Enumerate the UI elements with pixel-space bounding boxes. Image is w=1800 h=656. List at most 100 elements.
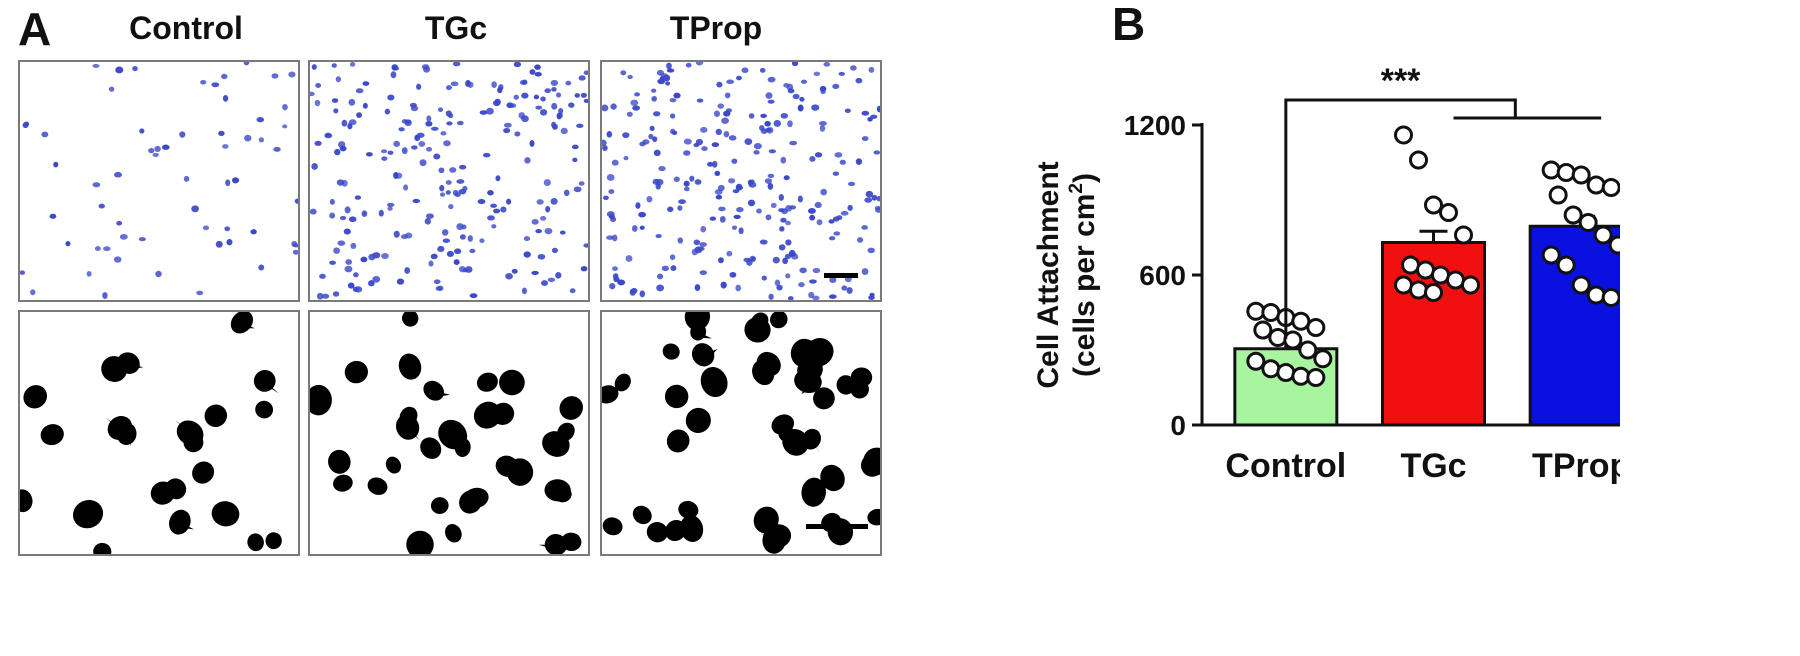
stained-cell: [256, 117, 265, 123]
stained-cell: [768, 293, 774, 300]
binary-cell: [430, 497, 449, 515]
stained-cell: [766, 126, 774, 134]
stained-cell: [514, 131, 521, 137]
stained-cell: [393, 230, 400, 238]
stained-cell: [487, 215, 495, 221]
binary-cell: [803, 338, 834, 367]
cell-process: [557, 431, 570, 439]
stained-cell: [321, 293, 330, 299]
stained-cell: [271, 73, 279, 79]
micrograph-texture: [310, 62, 588, 300]
stained-cell: [435, 286, 442, 291]
stained-cell: [721, 117, 729, 124]
stained-cell: [683, 186, 690, 192]
micrograph-tprop-stained: [600, 60, 882, 302]
stained-cell: [456, 179, 465, 184]
micrograph-texture: [20, 62, 298, 299]
stained-cell: [341, 179, 348, 187]
stained-cell: [867, 247, 875, 254]
scale-bar: [824, 273, 858, 278]
stained-cell: [720, 281, 727, 289]
stained-cell: [694, 179, 702, 185]
stained-cell: [445, 85, 452, 91]
stained-cell: [627, 74, 633, 80]
y-tick-label: 1200: [1124, 110, 1186, 141]
stained-cell: [102, 292, 108, 299]
stained-cell: [425, 213, 434, 219]
data-point: [1541, 245, 1561, 265]
stained-cell: [818, 121, 827, 126]
stained-cell: [571, 144, 579, 150]
cell-process: [433, 390, 451, 397]
stained-cell: [780, 112, 789, 119]
y-tick-label: 0: [1170, 410, 1186, 441]
stained-cell: [329, 260, 336, 265]
stained-cell: [356, 112, 362, 118]
stained-cell: [622, 132, 630, 139]
stained-cell: [774, 279, 781, 287]
binary-cell: [665, 519, 687, 542]
stained-cell: [813, 71, 821, 77]
cell-process: [128, 363, 144, 370]
stained-cell: [808, 291, 815, 299]
stained-cell: [311, 64, 317, 70]
stained-cell: [344, 265, 353, 273]
binary-cell: [247, 533, 264, 552]
stained-cell: [560, 127, 568, 135]
stained-cell: [437, 245, 445, 253]
stained-cell: [462, 186, 468, 192]
significance-bracket: ***: [1284, 62, 1602, 339]
stained-cell: [792, 93, 800, 100]
stained-cell: [669, 113, 676, 119]
stained-cell: [714, 189, 723, 195]
stained-cell: [583, 70, 588, 75]
stained-cell: [551, 247, 559, 253]
micrograph-texture: [602, 312, 880, 554]
stained-cell: [580, 266, 588, 272]
stained-cell: [875, 207, 880, 213]
binary-cell: [495, 455, 519, 477]
stained-cell: [713, 110, 721, 118]
stained-cell: [787, 296, 794, 300]
stained-cell: [785, 220, 791, 226]
stained-cell: [258, 137, 265, 143]
stained-cell: [558, 107, 564, 115]
stained-cell: [565, 80, 572, 86]
stained-cell: [819, 125, 826, 132]
binary-cell: [646, 522, 668, 543]
binary-cell: [476, 372, 498, 392]
stained-cell: [699, 242, 707, 247]
stained-cell: [41, 131, 49, 138]
stained-cell: [683, 180, 690, 187]
stained-cell: [638, 211, 647, 218]
stained-cell: [518, 112, 526, 119]
stained-cell: [639, 290, 646, 298]
stained-cell: [487, 190, 494, 196]
binary-cell: [685, 407, 711, 433]
stained-cell: [331, 98, 339, 103]
binary-cell: [423, 380, 445, 401]
stained-cell: [492, 100, 501, 107]
stained-cell: [387, 150, 394, 155]
stained-cell: [800, 79, 808, 84]
stained-cell: [735, 284, 742, 292]
binary-cell: [204, 404, 228, 427]
stained-cell: [718, 257, 724, 264]
stained-cell: [529, 69, 536, 75]
stained-cell: [103, 246, 111, 252]
stained-cell: [809, 156, 816, 162]
stained-cell: [767, 173, 775, 178]
stained-cell: [511, 268, 518, 274]
stained-cell: [809, 279, 817, 284]
stained-cell: [778, 194, 784, 201]
stained-cell: [453, 259, 460, 265]
stained-cell: [573, 186, 582, 193]
stained-cell: [782, 257, 789, 265]
data-point: [1298, 340, 1318, 360]
data-point: [1313, 349, 1333, 369]
stained-cell: [696, 98, 704, 103]
stained-cell: [361, 210, 368, 217]
data-point: [1283, 330, 1303, 350]
stained-cell: [154, 145, 161, 153]
data-point: [1424, 195, 1443, 215]
